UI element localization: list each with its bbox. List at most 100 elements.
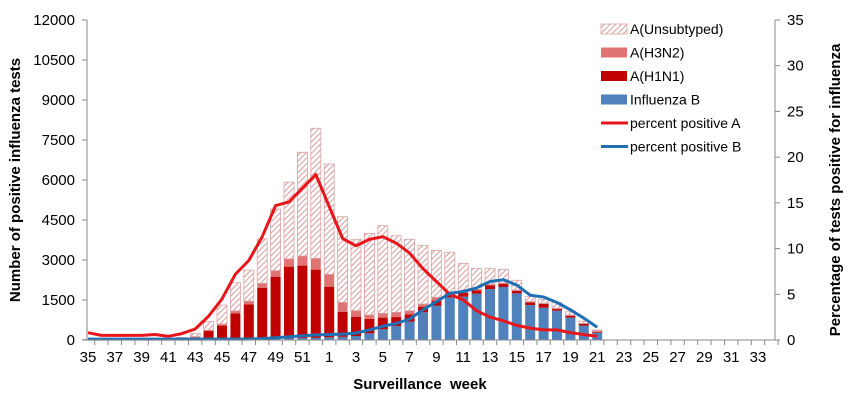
bar-a-h3n2--week-49 — [270, 270, 281, 277]
bar-a-unsubtyped--week-13 — [484, 267, 496, 285]
bar-a-h1n1--week-19 — [565, 315, 576, 318]
legend-label: percent positive B — [630, 139, 741, 155]
y2-tick-label: 10 — [787, 241, 804, 258]
y-tick-label: 7500 — [42, 132, 75, 149]
bar-a-h1n1--week-49 — [270, 276, 281, 339]
y-tick-label: 4500 — [42, 212, 75, 229]
bar-a-unsubtyped--week-8 — [417, 244, 429, 305]
bar-a-unsubtyped--week-49 — [270, 208, 282, 272]
bar-a-h1n1--week-18 — [552, 309, 562, 311]
x-tick-label: 49 — [267, 349, 284, 366]
x-tick-label: 51 — [294, 349, 311, 366]
bar-a-h1n1--week-51 — [297, 265, 308, 339]
bar-influenza-b-week-11 — [458, 296, 469, 340]
bar-a-unsubtyped--week-52 — [310, 127, 322, 259]
y-axis-title: Number of positive influenza tests — [7, 58, 24, 302]
bar-a-unsubtyped--week-7 — [404, 238, 416, 312]
x-tick-label: 11 — [455, 349, 471, 366]
bar-a-h3n2--week-1 — [324, 274, 335, 287]
bar-a-h1n1--week-1 — [324, 286, 335, 338]
x-tick-label: 27 — [669, 349, 686, 366]
y2-tick-label: 30 — [787, 58, 804, 75]
bar-a-h1n1--week-4 — [364, 318, 375, 334]
bar-a-unsubtyped--week-51 — [296, 151, 308, 257]
bar-a-h1n1--week-11 — [458, 292, 469, 297]
y2-tick-label: 35 — [787, 12, 804, 29]
bar-a-unsubtyped--week-3 — [350, 238, 362, 312]
bar-a-unsubtyped--week-14 — [497, 268, 509, 284]
lines-layer — [87, 173, 599, 341]
bar-a-h1n1--week-16 — [525, 302, 536, 306]
bar-influenza-b-week-52 — [310, 337, 321, 340]
bar-a-unsubtyped--week-46 — [229, 282, 241, 312]
legend-label: A(H1N1) — [630, 68, 684, 84]
bar-a-h1n1--week-46 — [230, 313, 241, 340]
legend-swatch — [601, 71, 627, 81]
x-tick-label: 33 — [750, 349, 767, 366]
bar-a-h3n2--week-52 — [310, 258, 321, 270]
x-tick-label: 43 — [187, 349, 204, 366]
bar-a-h1n1--week-20 — [578, 324, 589, 326]
y-tick-label: 10500 — [33, 52, 75, 69]
y-tick-label: 1500 — [42, 292, 75, 309]
bar-influenza-b-week-3 — [351, 336, 361, 340]
legend-label: percent positive A — [630, 115, 741, 131]
bar-a-h3n2--week-12 — [471, 289, 482, 291]
x-tick-label: 37 — [106, 349, 123, 366]
x-tick-label: 23 — [616, 349, 633, 366]
line-percent-positive-a — [87, 173, 598, 338]
x-tick-label: 19 — [562, 349, 579, 366]
x-tick-label: 7 — [405, 349, 413, 366]
legend-label: A(H3N2) — [630, 45, 684, 61]
axes-layer: 0 1500 3000 4500 6000 7500 9000 10500 12000 0 5 10 1… — [33, 12, 803, 366]
bar-a-h1n1--week-45 — [217, 325, 227, 340]
x-tick-label: 39 — [133, 349, 150, 366]
bar-a-unsubtyped--week-17 — [538, 298, 549, 304]
bar-influenza-b-week-8 — [418, 312, 428, 340]
bar-influenza-b-week-50 — [284, 338, 294, 340]
y-tick-label: 0 — [67, 332, 75, 349]
bar-a-h3n2--week-50 — [284, 258, 294, 267]
bar-influenza-b-week-1 — [324, 337, 335, 340]
x-tick-label: 9 — [432, 349, 440, 366]
bar-influenza-b-week-6 — [391, 326, 402, 340]
bar-a-h1n1--week-13 — [485, 285, 495, 290]
bar-a-h3n2--week-15 — [511, 290, 522, 291]
bar-a-unsubtyped--week-9 — [430, 249, 442, 298]
y-tick-label: 6000 — [42, 172, 75, 189]
bar-a-h3n2--week-6 — [391, 312, 402, 318]
bar-a-h3n2--week-46 — [230, 310, 241, 314]
bar-a-unsubtyped--week-6 — [390, 235, 402, 313]
bar-influenza-b-week-4 — [364, 333, 375, 340]
bar-influenza-b-week-5 — [377, 329, 388, 340]
y2-tick-label: 20 — [787, 149, 804, 166]
x-tick-label: 25 — [642, 349, 659, 366]
bar-a-unsubtyped--week-43 — [189, 332, 201, 337]
bar-influenza-b-week-16 — [525, 305, 536, 340]
bar-influenza-b-week-20 — [578, 325, 589, 340]
bar-influenza-b-week-17 — [538, 307, 549, 340]
bar-a-h1n1--week-15 — [511, 290, 522, 294]
bar-influenza-b-week-15 — [511, 293, 522, 340]
bar-influenza-b-week-12 — [471, 293, 482, 340]
bars-layer — [82, 127, 603, 341]
legend-swatch — [600, 23, 628, 35]
bar-a-h3n2--week-51 — [297, 256, 308, 266]
bar-a-h3n2--week-45 — [217, 324, 227, 326]
bar-a-h1n1--week-44 — [203, 330, 214, 340]
bar-a-h1n1--week-52 — [310, 269, 321, 338]
legend-label: Influenza B — [630, 92, 700, 108]
bar-a-h3n2--week-7 — [404, 310, 415, 315]
bar-a-h3n2--week-3 — [351, 310, 361, 317]
bar-a-h1n1--week-48 — [257, 287, 268, 339]
y2-tick-label: 25 — [787, 103, 804, 120]
x-tick-label: 35 — [80, 349, 97, 366]
x-tick-label: 47 — [240, 349, 257, 366]
bar-influenza-b-week-13 — [485, 289, 495, 340]
x-tick-label: 29 — [696, 349, 713, 366]
bar-a-h1n1--week-12 — [471, 290, 482, 294]
bar-a-unsubtyped--week-50 — [283, 181, 295, 260]
bar-influenza-b-week-7 — [404, 321, 415, 340]
y2-axis-title: Percentage of tests positive for influen… — [827, 43, 844, 336]
